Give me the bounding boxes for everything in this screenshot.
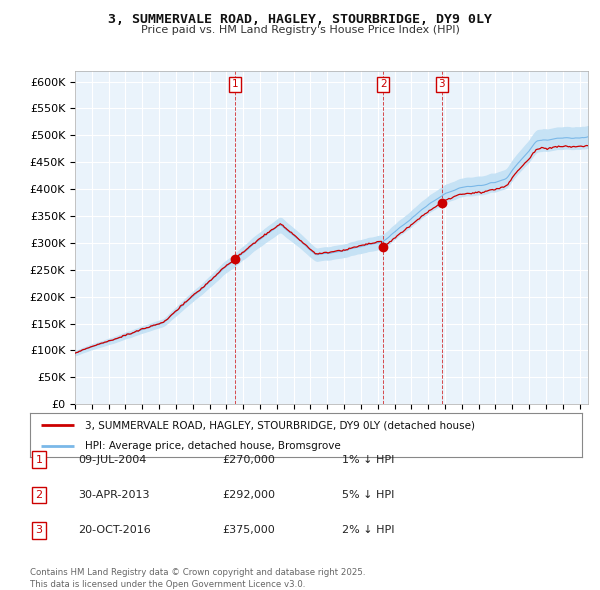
Text: 3, SUMMERVALE ROAD, HAGLEY, STOURBRIDGE, DY9 0LY (detached house): 3, SUMMERVALE ROAD, HAGLEY, STOURBRIDGE,…	[85, 421, 475, 430]
Text: 2% ↓ HPI: 2% ↓ HPI	[342, 526, 395, 535]
Text: £270,000: £270,000	[222, 455, 275, 464]
Text: £375,000: £375,000	[222, 526, 275, 535]
Text: Contains HM Land Registry data © Crown copyright and database right 2025.
This d: Contains HM Land Registry data © Crown c…	[30, 568, 365, 589]
Text: 3, SUMMERVALE ROAD, HAGLEY, STOURBRIDGE, DY9 0LY: 3, SUMMERVALE ROAD, HAGLEY, STOURBRIDGE,…	[108, 13, 492, 26]
Text: 1: 1	[232, 79, 238, 89]
Text: 3: 3	[439, 79, 445, 89]
Text: 3: 3	[35, 526, 43, 535]
Text: 2: 2	[380, 79, 386, 89]
Text: 09-JUL-2004: 09-JUL-2004	[78, 455, 146, 464]
Text: 5% ↓ HPI: 5% ↓ HPI	[342, 490, 394, 500]
Text: 1% ↓ HPI: 1% ↓ HPI	[342, 455, 394, 464]
Text: £292,000: £292,000	[222, 490, 275, 500]
Text: 2: 2	[35, 490, 43, 500]
Text: 30-APR-2013: 30-APR-2013	[78, 490, 149, 500]
Text: 1: 1	[35, 455, 43, 464]
Text: 20-OCT-2016: 20-OCT-2016	[78, 526, 151, 535]
Text: Price paid vs. HM Land Registry's House Price Index (HPI): Price paid vs. HM Land Registry's House …	[140, 25, 460, 35]
Text: HPI: Average price, detached house, Bromsgrove: HPI: Average price, detached house, Brom…	[85, 441, 341, 451]
